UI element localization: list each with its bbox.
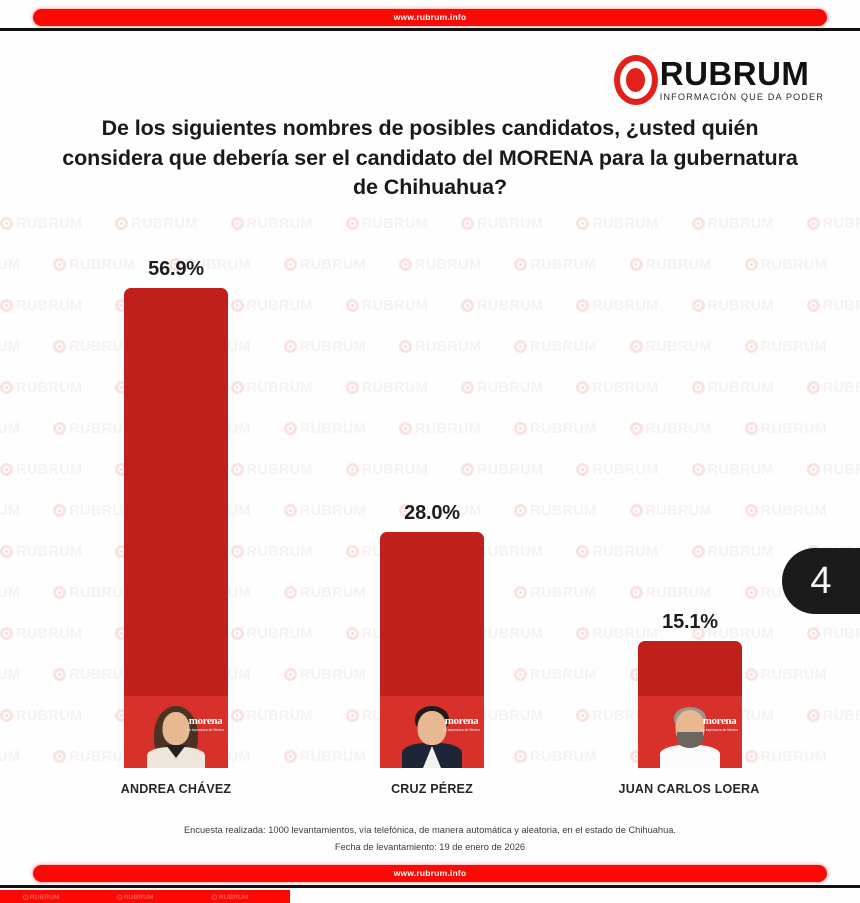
portrait-illustration-2 [659, 702, 721, 768]
rubrum-logo: RUBRUM INFORMACIÓN QUE DA PODER [613, 55, 824, 105]
watermark-label: RUBRUM [124, 892, 154, 901]
bullseye-icon [211, 893, 217, 900]
candidate-photo-1: morena La esperanza de México [380, 696, 484, 768]
watermark-item: RUBRUM [22, 892, 60, 901]
morena-wordmark: morena [702, 715, 737, 727]
bar-value-2: 15.1% [662, 611, 718, 633]
top-url-pill: www.rubrum.info [33, 8, 827, 26]
watermark-item: RUBRUM [211, 893, 248, 900]
bullseye-center [626, 68, 646, 92]
page-number-text: 4 [810, 560, 832, 602]
bar-value-0: 56.9% [148, 258, 204, 280]
bullseye-icon [116, 893, 123, 900]
morena-logo-0: morena La esperanza de México [187, 715, 224, 733]
morena-slogan: La esperanza de México [701, 728, 738, 732]
bullseye-icon [22, 893, 29, 900]
footnotes: Encuesta realizada: 1000 levantamientos,… [0, 822, 860, 856]
category-label-2: JUAN CARLOS LOERA [618, 782, 760, 796]
bar-2: morena La esperanza de México [638, 641, 742, 768]
bottom-url-pill: www.rubrum.info [33, 864, 827, 882]
bar-chart: 56.9% morena La esperanza de México [0, 200, 860, 772]
bar-0: morena La esperanza de México [124, 288, 228, 768]
category-label-1: CRUZ PÉREZ [391, 782, 473, 796]
watermark-label: RUBRUM [218, 892, 249, 901]
fieldwork-date-note: Fecha de levantamiento: 19 de enero de 2… [334, 842, 526, 853]
category-label-0: ANDREA CHÁVEZ [120, 782, 232, 796]
bullseye-icon [613, 55, 658, 105]
candidate-photo-0: morena La esperanza de México [124, 696, 228, 768]
bar-1: morena La esperanza de México [380, 532, 484, 768]
footer-divider [0, 885, 860, 888]
bar-group-0: 56.9% morena La esperanza de México [124, 258, 228, 768]
bottom-url-text: www.rubrum.info [393, 868, 467, 878]
page-title: De los siguientes nombres de posibles ca… [62, 116, 798, 200]
bottom-cut-strip: RUBRUMRUBRUMRUBRUMRUBRUMRUBRUMRUBRUMRUBR… [0, 890, 290, 903]
top-url-bar: www.rubrum.info [0, 6, 860, 28]
bar-value-1: 28.0% [404, 502, 460, 524]
top-url-text: www.rubrum.info [393, 12, 467, 22]
bar-group-2: 15.1% morena La esperanza de México [638, 611, 742, 768]
watermark-item: RUBRUM [116, 892, 154, 901]
portrait-illustration-1 [401, 702, 463, 768]
bar-group-1: 28.0% morena La esperanza de México [380, 502, 484, 768]
morena-wordmark: morena [444, 715, 479, 727]
morena-logo-2: morena La esperanza de México [701, 715, 738, 733]
portrait-beard [677, 732, 703, 748]
page-number-badge: 4 [782, 548, 860, 614]
portrait-illustration-0 [145, 702, 207, 768]
portrait-face [417, 711, 447, 745]
bottom-url-bar: www.rubrum.info [0, 862, 860, 884]
morena-slogan: La esperanza de México [187, 728, 224, 732]
morena-logo-1: morena La esperanza de México [443, 715, 480, 733]
candidate-photo-2: morena La esperanza de México [638, 696, 742, 768]
portrait-body [660, 745, 720, 768]
morena-slogan: La esperanza de México [443, 728, 480, 732]
portrait-face [162, 712, 190, 745]
watermark-label: RUBRUM [29, 892, 60, 901]
logo-tagline: INFORMACIÓN QUE DA PODER [659, 91, 824, 102]
header-divider [0, 28, 860, 31]
logo-text: RUBRUM INFORMACIÓN QUE DA PODER [659, 55, 824, 102]
methodology-note: Encuesta realizada: 1000 levantamientos,… [183, 825, 677, 835]
logo-wordmark: RUBRUM [659, 55, 810, 93]
morena-wordmark: morena [188, 715, 223, 727]
